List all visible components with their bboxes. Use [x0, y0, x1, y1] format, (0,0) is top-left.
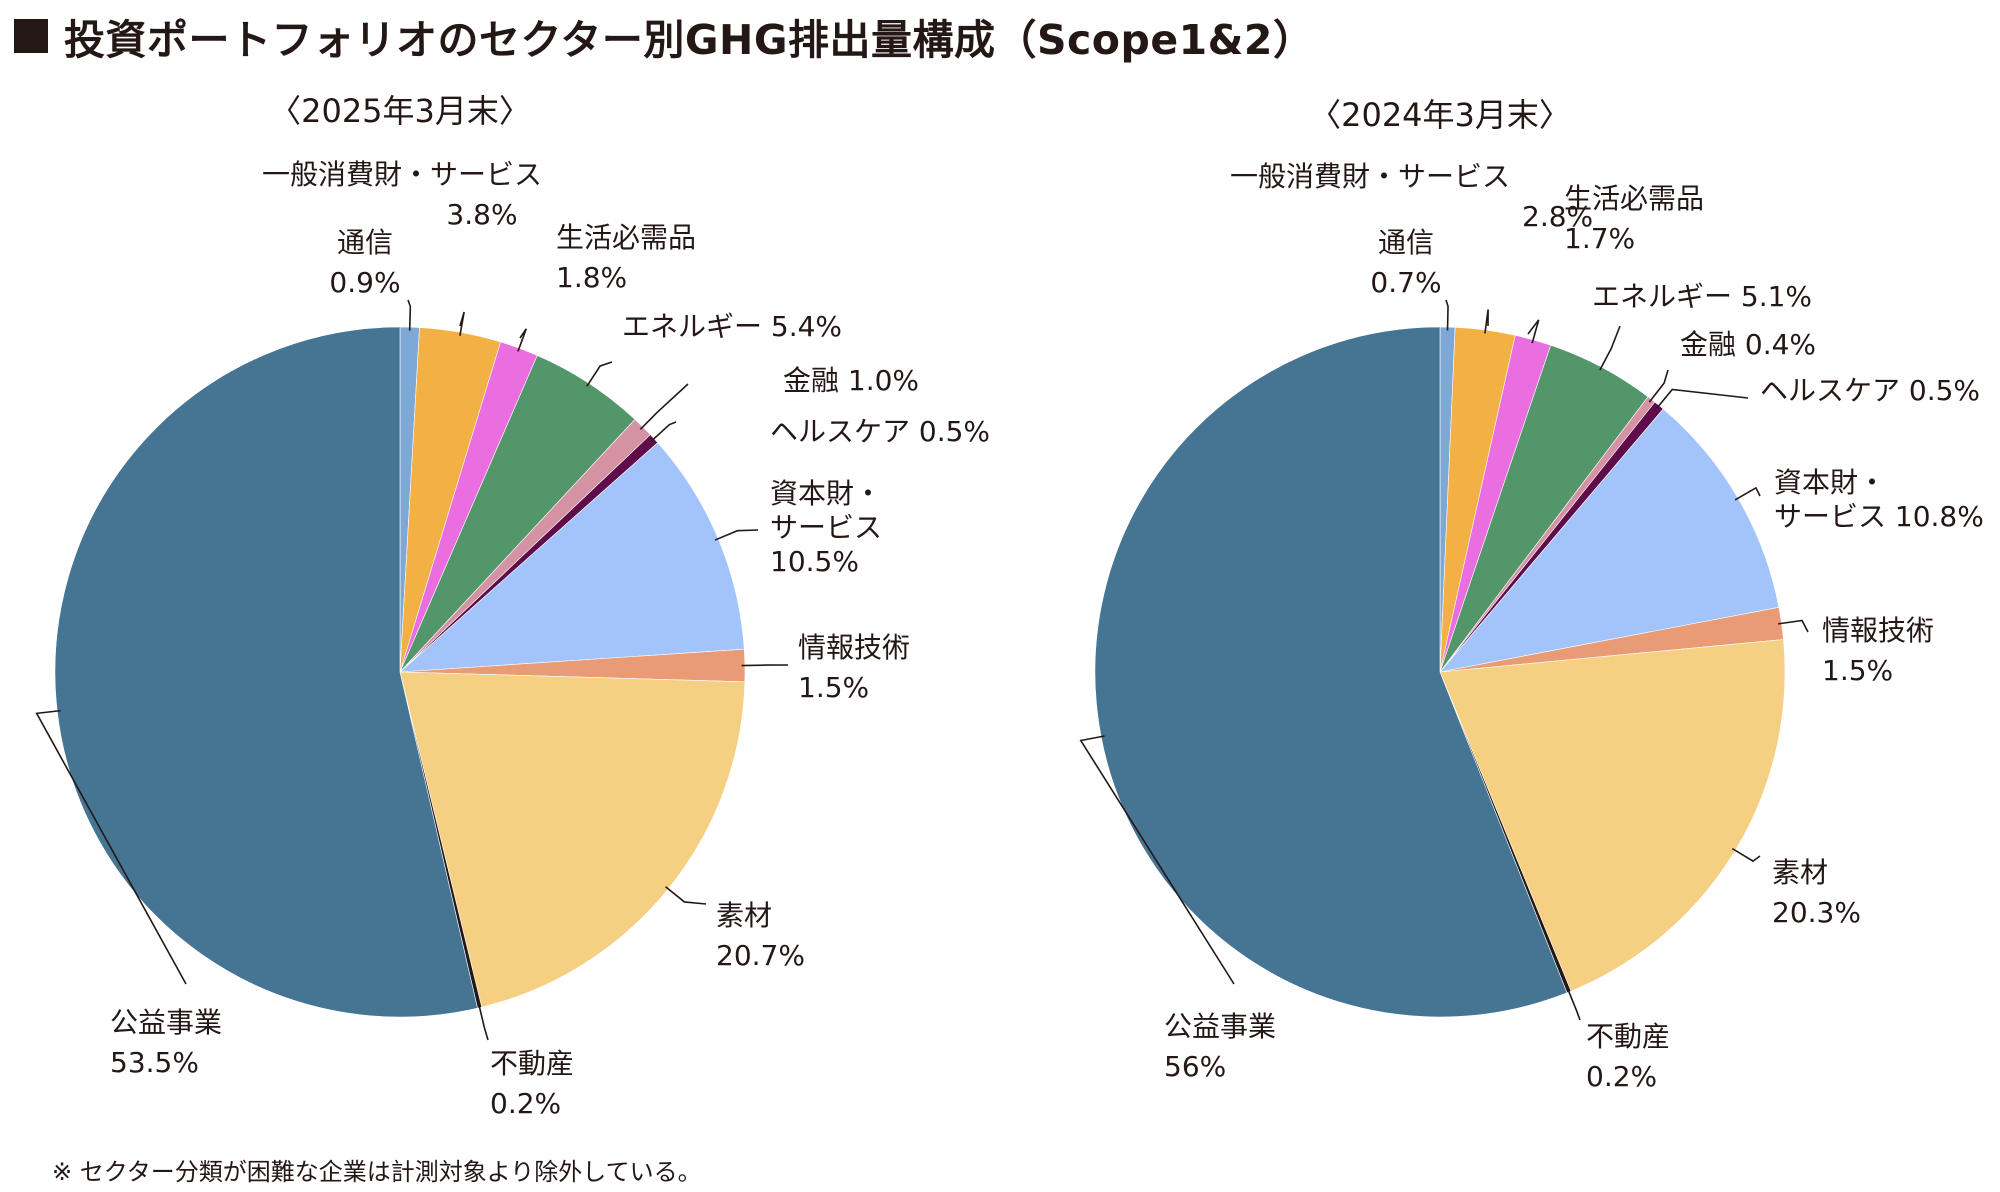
slice-label: 素材 — [716, 899, 772, 932]
slice-label: 金融 0.4% — [1680, 328, 1816, 361]
slice-label: ヘルスケア 0.5% — [770, 415, 990, 448]
slice-label: 不動産 — [1586, 1020, 1670, 1053]
leader-line — [741, 664, 789, 667]
slice-value-label: 2.8% — [1522, 200, 1593, 233]
pie-chart-2024: 〈2024年3月末〉通信 0.7% 一般消費財・サービス 2.8%生活必需品 1.7% エ… — [1079, 96, 1984, 1093]
leader-line — [1484, 309, 1489, 334]
slice-label: エネルギー 5.4% — [622, 310, 842, 343]
slice-label: 一般消費財・サービス — [1230, 160, 1510, 193]
leader-line — [1731, 847, 1761, 863]
leader-line — [1778, 619, 1809, 633]
leader-line — [1656, 388, 1749, 409]
slice-value-label: 1.5% — [1822, 654, 1893, 687]
leader-line — [1648, 369, 1669, 403]
slice-value-label: 1.8% — [556, 261, 627, 294]
chart-title-row: 投資ポートフォリオのセクター別GHG排出量構成（Scope1&2） — [14, 6, 1314, 66]
slice-value-label: 10.5% — [770, 545, 859, 578]
slice-value-label: 53.5% — [110, 1046, 199, 1079]
slice-label: 公益事業 — [1164, 1010, 1276, 1043]
slice-value-label: 3.8% — [446, 198, 517, 231]
pie-title: 〈2025年3月末〉 — [269, 92, 531, 130]
slice-label: 公益事業 — [110, 1006, 222, 1039]
slice-value-label: 0.7% — [1370, 266, 1441, 299]
slice-value-label: 0.2% — [490, 1087, 561, 1120]
leader-line — [665, 886, 707, 905]
slice-label: 情報技術 — [1822, 614, 1934, 647]
slice-value-label: 20.3% — [1772, 896, 1861, 929]
slice-label: エネルギー 5.1% — [1592, 280, 1812, 313]
pie-chart-2025: 〈2025年3月末〉通信 0.9% 一般消費財・サービス 3.8% 生活必需品 1.8% エ… — [35, 92, 990, 1120]
leader-line — [651, 421, 677, 442]
leader-line — [639, 383, 689, 430]
leader-line — [35, 709, 187, 985]
leader-line — [1079, 735, 1235, 985]
slice-value-label: 56% — [1164, 1050, 1226, 1083]
slice-label: 一般消費財・サービス — [262, 158, 542, 191]
slice-label: 通信 — [1378, 226, 1434, 259]
slice-label: サービス 10.8% — [1774, 500, 1984, 533]
slice-label: 生活必需品 — [1564, 182, 1704, 215]
leader-line — [1566, 988, 1581, 1021]
slice-value-label: 0.9% — [329, 266, 400, 299]
leader-line — [1445, 299, 1449, 331]
slice-label: 素材 — [1772, 856, 1828, 889]
slice-value-label: 0.2% — [1586, 1060, 1657, 1093]
slice-label: 金融 1.0% — [783, 364, 919, 397]
pie-title: 〈2024年3月末〉 — [1309, 96, 1571, 134]
leader-line — [517, 328, 528, 352]
leader-line — [459, 311, 465, 336]
slice-value-label: 20.7% — [716, 939, 805, 972]
leader-line — [1599, 325, 1621, 371]
slice-value-label: 1.7% — [1564, 222, 1635, 255]
title-square-icon — [14, 19, 48, 53]
slice-label: ヘルスケア 0.5% — [1760, 374, 1980, 407]
slice-label: サービス — [770, 511, 882, 544]
footnote: ※ セクター分類が困難な企業は計測対象より除外している。 — [52, 1158, 702, 1186]
leader-line — [714, 529, 759, 541]
leader-line — [1527, 319, 1540, 344]
slice-label: 通信 — [337, 226, 393, 259]
leader-line — [407, 299, 412, 331]
chart-title: 投資ポートフォリオのセクター別GHG排出量構成（Scope1&2） — [64, 16, 1315, 64]
leader-line — [586, 361, 613, 387]
leader-line — [478, 1004, 489, 1041]
slice-label: 不動産 — [490, 1047, 574, 1080]
leader-line — [1734, 486, 1761, 501]
slice-value-label: 1.5% — [798, 671, 869, 704]
slice-label: 資本財・ — [770, 477, 882, 510]
slice-label: 生活必需品 — [556, 221, 696, 254]
slice-label: 資本財・ — [1774, 466, 1886, 499]
slice-label: 情報技術 — [798, 631, 910, 664]
